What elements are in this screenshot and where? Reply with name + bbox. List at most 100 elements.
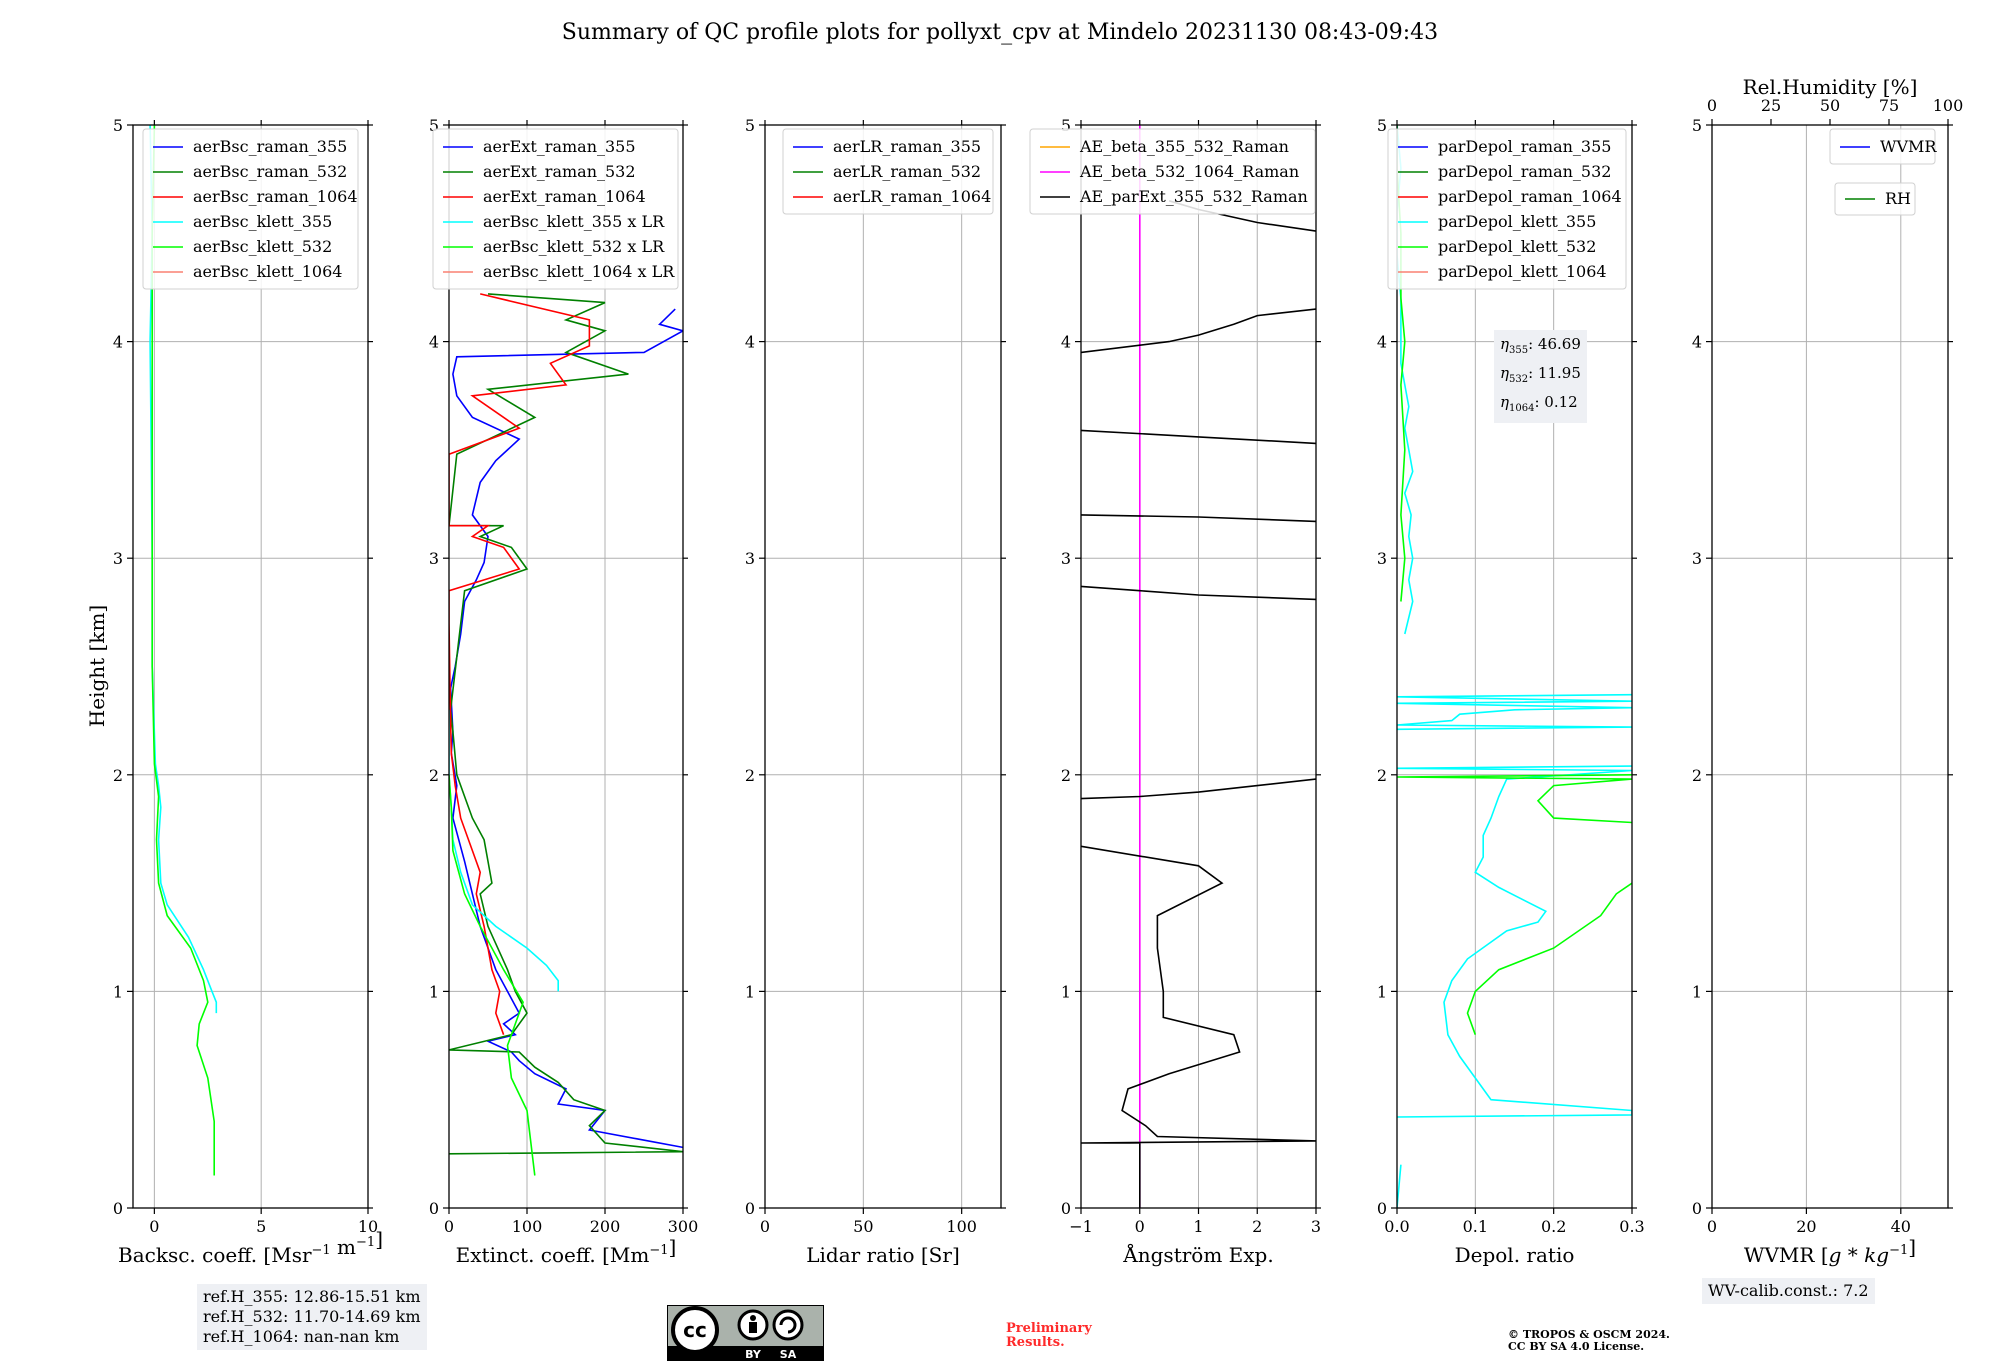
y-tick-label: 5 [113, 116, 123, 135]
y-tick-label: 3 [1377, 549, 1387, 568]
y-tick-label: 4 [429, 333, 439, 352]
legend-label: AE_beta_355_532_Raman [1079, 137, 1289, 156]
wv-calib-constant: WV-calib.const.: 7.2 [1708, 1281, 1869, 1300]
legend-label: aerExt_raman_532 [483, 162, 636, 181]
eta-box: η355: 46.69 η532: 11.95 η1064: 0.12 [1494, 330, 1587, 423]
series-line [149, 125, 218, 1014]
ref-height-1064: ref.H_1064: nan-nan km [203, 1327, 400, 1346]
x-tick-label: 20 [1796, 1217, 1816, 1236]
y-tick-label: 2 [745, 766, 755, 785]
x-tick-label: 0 [1707, 1217, 1717, 1236]
y-tick-label: 1 [1692, 982, 1702, 1001]
x-axis-label: Extinct. coeff. [Mm−1] [456, 1235, 677, 1267]
series-line [1466, 882, 1632, 1035]
legend-box [1829, 128, 1936, 165]
series-line [449, 308, 683, 1149]
y-axis-label: Height [km] [85, 605, 109, 727]
x-tick-label: −1 [1069, 1217, 1093, 1236]
series-line [1397, 1164, 1402, 1208]
legend-label: aerExt_raman_355 [483, 137, 636, 156]
series-line [1081, 778, 1316, 800]
x-tick-label: 1 [1193, 1217, 1203, 1236]
legend-label: parDepol_klett_355 [1438, 212, 1596, 231]
legend-label: parDepol_raman_532 [1438, 162, 1611, 181]
axes-frame [1711, 124, 1949, 1209]
series-line [151, 125, 215, 1176]
series-line [1397, 125, 1414, 635]
axes-frame [132, 124, 369, 1209]
legend-label: aerBsc_klett_532 x LR [483, 237, 665, 256]
cc-sa-label: SA [780, 1348, 797, 1361]
series-line [1081, 845, 1316, 1208]
eta-532: η532: 11.95 [1500, 364, 1581, 385]
y-tick-label: 2 [1377, 766, 1387, 785]
series-line [1397, 765, 1632, 1118]
y-tick-label: 2 [1061, 766, 1071, 785]
panel-5: 0.0 0.1 0.2 0.3 0 1 2 3 4 5 Depol. ratio parDepol_r… [1377, 116, 1645, 1267]
x-axis-label: WVMR [g * kg−1] [1744, 1235, 1916, 1267]
series-line [449, 293, 591, 1035]
legend-label: parDepol_raman_1064 [1438, 187, 1622, 206]
x-tick-label: 40 [1891, 1217, 1911, 1236]
legend-label: aerLR_raman_1064 [833, 187, 991, 206]
legend-label: parDepol_raman_355 [1438, 137, 1611, 156]
y-tick-label: 2 [429, 766, 439, 785]
preliminary-note: Preliminary Results. [1006, 1321, 1092, 1350]
y-tick-label: 3 [745, 549, 755, 568]
x-tick-label: 200 [590, 1217, 621, 1236]
top-tick-label: 100 [1933, 96, 1964, 115]
top-tick-label: 75 [1879, 96, 1899, 115]
y-tick-label: 4 [745, 333, 755, 352]
legend-label: AE_beta_532_1064_Raman [1079, 162, 1299, 181]
x-axis-label: Ångström Exp. [1122, 1242, 1273, 1267]
y-tick-label: 1 [113, 982, 123, 1001]
series-line [1081, 585, 1316, 601]
cc-by-label: BY [745, 1348, 762, 1361]
y-tick-label: 3 [1061, 549, 1071, 568]
ref-height-532: ref.H_532: 11.70-14.69 km [203, 1307, 421, 1326]
x-tick-label: 0.0 [1384, 1217, 1409, 1236]
x-tick-label: 10 [358, 1217, 378, 1236]
top-tick-label: 0 [1707, 96, 1717, 115]
x-tick-label: 100 [946, 1217, 977, 1236]
y-tick-label: 1 [745, 982, 755, 1001]
y-tick-label: 3 [1692, 549, 1702, 568]
svg-text:cc: cc [683, 1318, 707, 1342]
series-line [1081, 514, 1316, 523]
wv-calib-box: WV-calib.const.: 7.2 [1702, 1278, 1875, 1304]
panel-2: 0 100 200 300 0 1 2 3 4 5 Extinct. coeff. [Mm−1] ae… [429, 116, 698, 1267]
y-tick-label: 4 [1377, 333, 1387, 352]
series-line [449, 293, 683, 1155]
legend-label: aerLR_raman_355 [833, 137, 981, 156]
legend-label: aerBsc_klett_355 [193, 212, 332, 231]
y-tick-label: 4 [1061, 333, 1071, 352]
series-line [1081, 308, 1316, 354]
axes-frame [764, 124, 1002, 1209]
legend-box [1029, 128, 1316, 215]
x-axis-label: Lidar ratio [Sr] [806, 1243, 960, 1267]
legend-label: aerBsc_raman_355 [193, 137, 347, 156]
y-tick-label: 3 [113, 549, 123, 568]
series-line [1397, 774, 1632, 824]
legend-box [1387, 128, 1627, 290]
cc-license-badge: cc BY SA [667, 1305, 824, 1361]
axes-frame [448, 124, 684, 1209]
top-tick-label: 25 [1761, 96, 1781, 115]
legend-box [432, 128, 679, 290]
legend-label: aerBsc_klett_355 x LR [483, 212, 665, 231]
y-tick-label: 0 [1692, 1199, 1702, 1218]
axes-frame [1396, 124, 1633, 1209]
y-tick-label: 5 [745, 116, 755, 135]
series-line [1397, 693, 1632, 731]
y-tick-label: 0 [745, 1199, 755, 1218]
x-tick-label: 0 [149, 1217, 159, 1236]
legend2-label: RH [1885, 189, 1911, 208]
legend-label: aerLR_raman_532 [833, 162, 981, 181]
top-tick-label: 50 [1820, 96, 1840, 115]
series-line [449, 709, 559, 992]
legend-label: aerBsc_klett_532 [193, 237, 332, 256]
y-tick-label: 5 [1061, 116, 1071, 135]
panel-3: 0 50 100 0 1 2 3 4 5 Lidar ratio [Sr] aerLR_raman_… [745, 116, 1006, 1267]
